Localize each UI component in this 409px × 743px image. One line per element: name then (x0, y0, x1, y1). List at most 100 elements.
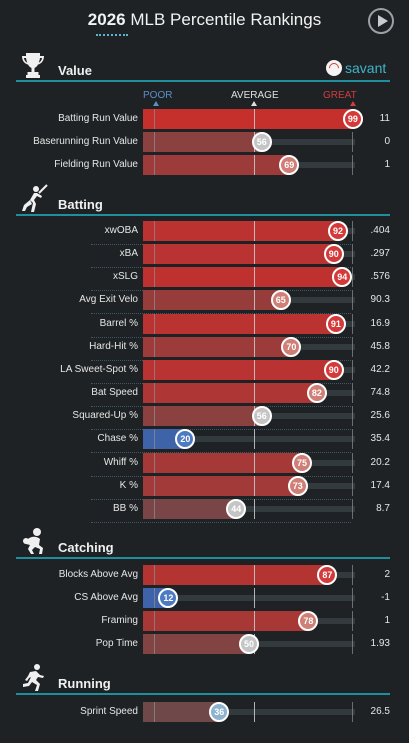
average-marker (254, 476, 255, 496)
metric-label: Chase % (97, 433, 138, 444)
average-marker (254, 244, 255, 264)
average-marker (254, 565, 255, 585)
metric-row[interactable]: Whiff % 75 20.2 (0, 453, 409, 477)
metric-row[interactable]: BB % 44 8.7 (0, 499, 409, 523)
metric-row[interactable]: xSLG 94 .576 (0, 267, 409, 291)
metric-row[interactable]: LA Sweet-Spot % 90 42.2 (0, 360, 409, 384)
metric-value: 2 (384, 569, 390, 580)
metric-row[interactable]: Sprint Speed 36 26.5 (0, 702, 409, 724)
metric-label: Batting Run Value (58, 113, 138, 124)
metric-row[interactable]: Barrel % 91 16.9 (0, 314, 409, 338)
percentile-badge: 91 (325, 314, 346, 334)
section-title: Running (58, 676, 111, 691)
metric-label: Blocks Above Avg (58, 569, 138, 580)
row-separator (91, 452, 351, 453)
poor-marker (154, 634, 155, 654)
poor-marker (154, 565, 155, 585)
percentile-badge: 87 (317, 565, 338, 585)
row-separator (91, 429, 351, 430)
metric-row[interactable]: Blocks Above Avg 87 2 (0, 565, 409, 587)
title-text: MLB Percentile Rankings (130, 10, 322, 29)
percentile-badge: 44 (226, 499, 247, 519)
metric-value: .404 (370, 225, 390, 236)
metric-row[interactable]: Pop Time 50 1.93 (0, 634, 409, 656)
metric-row[interactable]: Squared-Up % 56 25.6 (0, 406, 409, 430)
page-title: 2026 MLB Percentile Rankings (0, 10, 409, 30)
metric-label: xwOBA (104, 225, 138, 236)
metric-value: 16.9 (370, 318, 390, 329)
average-marker (254, 453, 255, 473)
percentile-bar (143, 429, 186, 449)
great-marker (352, 314, 353, 334)
percentile-badge: 90 (323, 244, 344, 264)
percentile-bar (143, 611, 309, 631)
runner-icon (18, 663, 48, 693)
section-title: Batting (58, 197, 103, 212)
metric-label: Fielding Run Value (54, 159, 138, 170)
great-marker (352, 132, 353, 152)
metric-row[interactable]: Chase % 20 35.4 (0, 429, 409, 453)
section-title: Value (58, 63, 92, 78)
poor-marker (154, 155, 155, 175)
average-marker (254, 337, 255, 357)
metric-row[interactable]: CS Above Avg 12 -1 (0, 588, 409, 610)
percentile-badge: 36 (209, 702, 230, 722)
percentile-badge: 20 (175, 429, 196, 449)
metric-label: Sprint Speed (80, 706, 138, 717)
metric-value: 45.8 (370, 341, 390, 352)
great-marker (352, 337, 353, 357)
great-marker (352, 155, 353, 175)
percentile-bar (143, 109, 353, 129)
metric-row[interactable]: Fielding Run Value 69 1 (0, 155, 409, 177)
metric-row[interactable]: xBA 90 .297 (0, 244, 409, 268)
great-marker (352, 565, 353, 585)
average-marker (254, 155, 255, 175)
average-marker (254, 611, 255, 631)
percentile-bar (143, 565, 328, 585)
metric-value: 11 (379, 113, 390, 124)
play-button[interactable] (368, 8, 394, 34)
scale-great-label: GREAT (323, 90, 357, 101)
percentile-badge: 70 (281, 337, 302, 357)
metric-value: .576 (370, 271, 390, 282)
percentile-bar (143, 476, 298, 496)
metric-label: Hard-Hit % (89, 341, 138, 352)
metric-row[interactable]: Batting Run Value 99 11 (0, 109, 409, 131)
metric-value: 1.93 (370, 638, 390, 649)
poor-marker (154, 702, 155, 722)
percentile-badge: 92 (328, 221, 349, 241)
great-marker (352, 702, 353, 722)
metric-row[interactable]: Avg Exit Velo 65 90.3 (0, 290, 409, 314)
poor-marker (154, 611, 155, 631)
percentile-bar (143, 314, 336, 334)
metric-label: K % (119, 480, 138, 491)
scale-poor-arrow (153, 101, 159, 106)
metric-label: xSLG (112, 271, 138, 282)
savant-logo[interactable]: savant (326, 60, 386, 76)
section-divider (16, 80, 390, 82)
percentile-badge: 73 (287, 476, 308, 496)
title-year: 2026 (87, 10, 126, 29)
poor-marker (154, 360, 155, 380)
metric-value: 26.5 (370, 706, 390, 717)
percentile-bar (143, 453, 302, 473)
percentile-bar (143, 337, 292, 357)
metric-label: Framing (101, 615, 138, 626)
percentile-bar (143, 406, 262, 426)
metric-row[interactable]: xwOBA 92 .404 (0, 221, 409, 245)
average-marker (254, 588, 255, 608)
baseball-icon (326, 60, 342, 76)
header: 2026 MLB Percentile Rankings (0, 0, 409, 46)
section-header-batting: Batting (16, 184, 390, 218)
metric-row[interactable]: K % 73 17.4 (0, 476, 409, 500)
metric-row[interactable]: Hard-Hit % 70 45.8 (0, 337, 409, 361)
great-marker (352, 406, 353, 426)
metric-row[interactable]: Framing 78 1 (0, 611, 409, 633)
metric-row[interactable]: Baserunning Run Value 56 0 (0, 132, 409, 154)
percentile-badge: 65 (270, 290, 291, 310)
great-marker (352, 611, 353, 631)
metric-label: xBA (119, 248, 138, 259)
metric-value: 0 (384, 136, 390, 147)
metric-value: 20.2 (370, 457, 390, 468)
metric-row[interactable]: Bat Speed 82 74.8 (0, 383, 409, 407)
